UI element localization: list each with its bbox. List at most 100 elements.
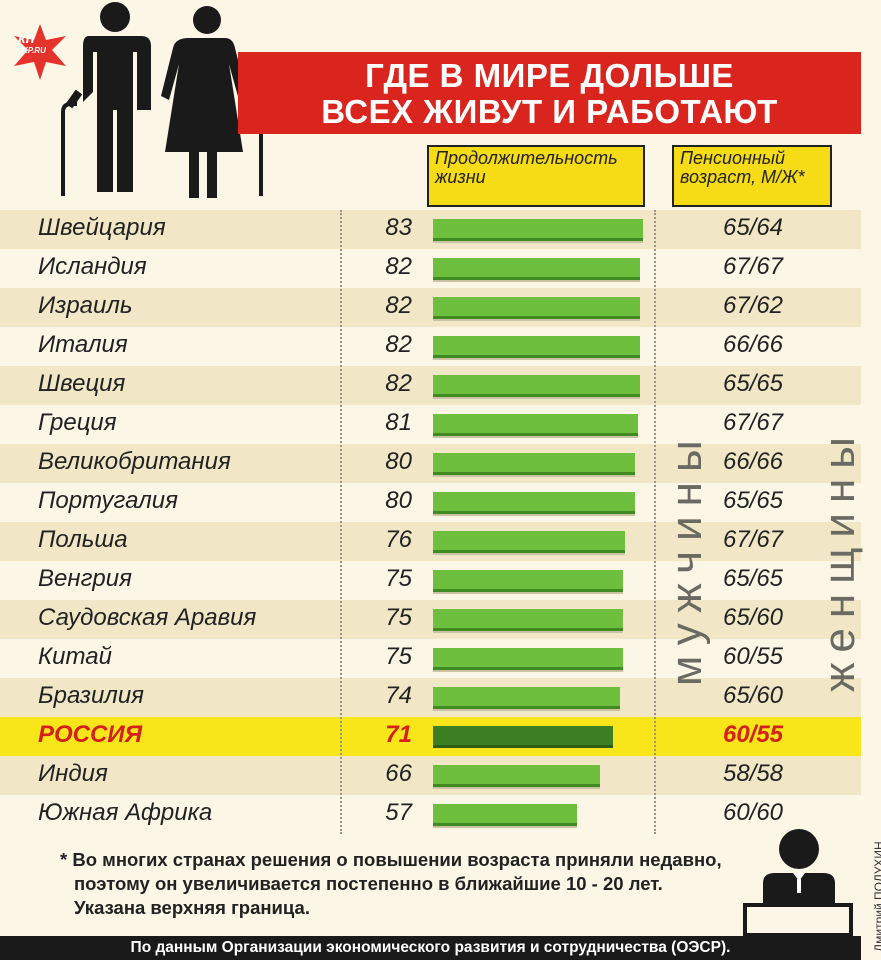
country-label: Польша xyxy=(38,526,128,553)
separator-country xyxy=(340,210,342,834)
country-label: Индия xyxy=(38,760,108,787)
life-header-line-2: жизни xyxy=(435,167,486,187)
table-row: Швеция 82 65/65 xyxy=(0,366,861,405)
pension-age-value: 60/55 xyxy=(722,721,784,748)
life-expectancy-value: 82 xyxy=(385,292,412,319)
country-label: Венгрия xyxy=(38,565,132,592)
kp-logo-icon xyxy=(14,24,66,80)
men-label: мужчины xyxy=(662,430,711,686)
life-expectancy-value: 82 xyxy=(385,370,412,397)
table-row: Италия 82 66/66 xyxy=(0,327,861,366)
table-row: Индия 66 58/58 xyxy=(0,756,861,795)
life-expectancy-value: 83 xyxy=(385,214,412,241)
pension-age-value: 66/66 xyxy=(722,448,784,475)
country-label: Швеция xyxy=(38,370,126,397)
pension-age-value: 65/64 xyxy=(722,214,784,241)
life-expectancy-bar xyxy=(433,726,613,748)
title-line-1: ГДЕ В МИРЕ ДОЛЬШЕ xyxy=(365,57,734,94)
country-label: Италия xyxy=(38,331,128,358)
table-row: Бразилия 74 65/60 xyxy=(0,678,861,717)
footnote-line-1: * Во многих странах решения о повышении … xyxy=(60,849,722,870)
pension-age-value: 60/55 xyxy=(722,643,784,670)
life-expectancy-bar xyxy=(433,609,623,631)
table-row: Венгрия 75 65/65 xyxy=(0,561,861,600)
country-label: Португалия xyxy=(38,487,178,514)
life-expectancy-bar xyxy=(433,297,640,319)
pension-age-value: 58/58 xyxy=(722,760,784,787)
life-expectancy-bar xyxy=(433,648,623,670)
table-row: Исландия 82 67/67 xyxy=(0,249,861,288)
footnote-line-3: Указана верхняя граница. xyxy=(74,897,310,918)
women-label: женщины xyxy=(815,427,864,692)
table-row: Швейцария 83 65/64 xyxy=(0,210,861,249)
table-row: Греция 81 67/67 xyxy=(0,405,861,444)
country-label: Исландия xyxy=(38,253,147,280)
life-expectancy-bar xyxy=(433,570,623,592)
life-expectancy-value: 76 xyxy=(385,526,412,553)
life-expectancy-value: 81 xyxy=(385,409,412,436)
pension-age-header: Пенсионный возраст, М/Ж* xyxy=(672,145,832,207)
life-expectancy-value: 82 xyxy=(385,253,412,280)
table-row: Израиль 82 67/62 xyxy=(0,288,861,327)
source-bar: По данным Организации экономического раз… xyxy=(0,936,861,960)
life-expectancy-bar xyxy=(433,765,600,787)
table-row: Польша 76 67/67 xyxy=(0,522,861,561)
pension-age-value: 65/65 xyxy=(722,565,784,592)
life-expectancy-value: 80 xyxy=(385,487,412,514)
pension-age-value: 65/65 xyxy=(722,487,784,514)
life-expectancy-bar xyxy=(433,336,640,358)
footnote-line-2: поэтому он увеличивается постепенно в бл… xyxy=(74,873,663,894)
pension-age-value: 67/67 xyxy=(722,253,784,280)
life-expectancy-bar xyxy=(433,414,638,436)
country-label: Великобритания xyxy=(38,448,231,475)
pension-age-value: 65/60 xyxy=(722,682,784,709)
country-label: Саудовская Аравия xyxy=(38,604,257,631)
table-row: Великобритания 80 66/66 xyxy=(0,444,861,483)
pension-age-value: 65/65 xyxy=(722,370,784,397)
life-expectancy-bar xyxy=(433,804,577,826)
logo-subtext: KP.RU xyxy=(22,46,46,55)
country-label: Китай xyxy=(38,643,112,670)
elderly-couple-icon xyxy=(61,2,263,198)
life-expectancy-bar xyxy=(433,453,635,475)
worker-at-desk-icon xyxy=(743,829,853,937)
title-banner: ГДЕ В МИРЕ ДОЛЬШЕ ВСЕХ ЖИВУТ И РАБОТАЮТ xyxy=(238,52,861,134)
table-row: Саудовская Аравия 75 65/60 xyxy=(0,600,861,639)
pension-age-value: 67/62 xyxy=(722,292,784,319)
life-expectancy-bar xyxy=(433,531,625,553)
life-expectancy-header: Продолжительность жизни xyxy=(427,145,645,207)
life-expectancy-value: 66 xyxy=(385,760,412,787)
life-expectancy-bar xyxy=(433,219,643,241)
pension-header-line-1: Пенсионный xyxy=(680,148,786,168)
country-label: Швейцария xyxy=(38,214,166,241)
chart-title: ГДЕ В МИРЕ ДОЛЬШЕ ВСЕХ ЖИВУТ И РАБОТАЮТ xyxy=(238,58,861,130)
pension-age-value: 67/67 xyxy=(722,409,784,436)
life-expectancy-bar xyxy=(433,258,640,280)
life-expectancy-bar xyxy=(433,687,620,709)
life-expectancy-value: 75 xyxy=(385,604,412,631)
author-credit: Дмитрий ПОЛУХИН xyxy=(872,841,881,952)
logo-text: кп xyxy=(18,30,35,47)
life-expectancy-value: 75 xyxy=(385,565,412,592)
life-expectancy-value: 75 xyxy=(385,643,412,670)
pension-age-value: 66/66 xyxy=(722,331,784,358)
life-expectancy-bar xyxy=(433,375,640,397)
pension-header-line-2: возраст, М/Ж* xyxy=(680,167,805,187)
life-expectancy-value: 74 xyxy=(385,682,412,709)
source-text: По данным Организации экономического раз… xyxy=(130,939,731,956)
life-expectancy-value: 82 xyxy=(385,331,412,358)
pension-age-value: 60/60 xyxy=(722,799,784,826)
footnote: * Во многих странах решения о повышении … xyxy=(60,848,722,920)
title-line-2: ВСЕХ ЖИВУТ И РАБОТАЮТ xyxy=(321,93,778,130)
life-expectancy-value: 71 xyxy=(385,721,412,748)
table-row: Южная Африка 57 60/60 xyxy=(0,795,861,834)
table-row: РОССИЯ 71 60/55 xyxy=(0,717,861,756)
country-label: Израиль xyxy=(38,292,133,319)
life-expectancy-value: 80 xyxy=(385,448,412,475)
country-label: Бразилия xyxy=(38,682,144,709)
pension-age-value: 65/60 xyxy=(722,604,784,631)
separator-bars xyxy=(654,210,656,834)
country-label: РОССИЯ xyxy=(38,721,143,748)
pension-age-value: 67/67 xyxy=(722,526,784,553)
